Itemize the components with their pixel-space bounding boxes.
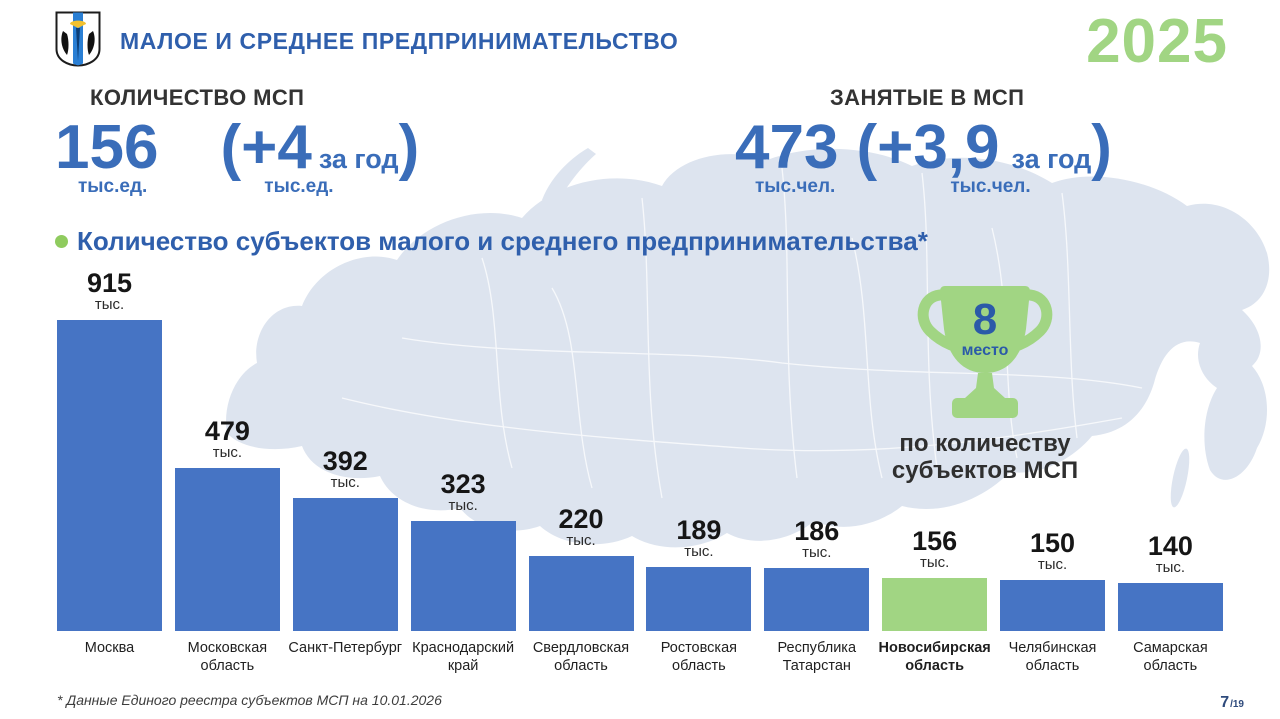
- bar-value-unit: тыс.: [1037, 556, 1068, 574]
- bar-value-label: 915 тыс.: [87, 269, 132, 314]
- page-title: МАЛОЕ И СРЕДНЕЕ ПРЕДПРИНИМАТЕЛЬСТВО: [120, 28, 679, 54]
- bar-value-number: 186: [794, 516, 840, 546]
- bar-value-unit: тыс.: [330, 474, 360, 492]
- stat-value-unit: тыс.ед.: [78, 176, 148, 198]
- bar-value-unit: тыс.: [212, 444, 243, 462]
- open-paren: (: [856, 113, 878, 182]
- bar-category-label: Краснодарский край: [412, 639, 515, 675]
- open-paren: (: [220, 113, 242, 182]
- bar: [528, 555, 634, 631]
- bar-value-label: 140 тыс.: [1148, 532, 1193, 577]
- stat-msp-employed: ЗАНЯТЫЕ В МСП 473 ( +3,9 за год ) тыс.че…: [735, 85, 1215, 198]
- chart-title-text: Количество субъектов малого и среднего п…: [77, 226, 928, 256]
- bar: [292, 497, 398, 631]
- bar-value-label: 392 тыс.: [323, 447, 368, 492]
- bar-column: 392 тыс. Санкт-Петербург: [288, 447, 402, 679]
- bar-column: 140 тыс. Самарская область: [1117, 532, 1223, 679]
- stat-value-unit: тыс.чел.: [755, 176, 836, 198]
- chart-title: Количество субъектов малого и среднего п…: [55, 226, 928, 257]
- bar: [764, 567, 870, 631]
- bar-column: 220 тыс. Свердловская область: [528, 505, 634, 679]
- bar-category-label: Самарская область: [1133, 639, 1208, 675]
- bullet-icon: [55, 235, 68, 248]
- rank-number: 8: [973, 295, 997, 344]
- bar-value-label: 189 тыс.: [676, 516, 721, 561]
- trophy-icon: 8 место: [917, 286, 1053, 418]
- bar-value-number: 220: [558, 504, 604, 534]
- page-number: 7 /19: [1220, 694, 1244, 712]
- bar-value-unit: тыс.: [448, 497, 478, 515]
- bar-value-number: 323: [440, 469, 486, 499]
- bar-value-unit: тыс.: [1155, 559, 1186, 577]
- bar: [1117, 582, 1223, 631]
- bar: [410, 520, 516, 631]
- close-paren: ): [1091, 113, 1112, 182]
- stat-label: ЗАНЯТЫЕ В МСП: [830, 85, 1025, 110]
- stat-delta: +3,9: [877, 113, 1000, 182]
- page-total: /19: [1230, 699, 1244, 710]
- footnote: * Данные Единого реестра субъектов МСП н…: [57, 692, 442, 708]
- bar-value-label: 150 тыс.: [1030, 529, 1075, 574]
- bar-category-label: Новосибирская область: [878, 639, 991, 675]
- bar-highlighted: [882, 577, 988, 631]
- bar-value-label: 220 тыс.: [558, 505, 603, 550]
- bar-column: 323 тыс. Краснодарский край: [410, 470, 516, 679]
- bar-column: 186 тыс. Республика Татарстан: [764, 517, 870, 679]
- bar-value-number: 156: [912, 526, 958, 556]
- close-paren: ): [398, 113, 420, 182]
- bar-value-label: 156 тыс.: [912, 527, 957, 572]
- bar-value-unit: тыс.: [684, 543, 714, 561]
- bar-value-number: 915: [86, 268, 133, 298]
- stat-delta-unit: тыс.ед.: [264, 176, 334, 198]
- stat-delta-caption: за год: [1011, 144, 1092, 174]
- stat-value: 473: [735, 113, 839, 182]
- stat-delta-unit: тыс.чел.: [950, 176, 1031, 198]
- bar-value-number: 479: [204, 416, 250, 446]
- bar: [1000, 579, 1105, 631]
- stat-delta-caption: за год: [318, 144, 399, 174]
- bar-column: 156 тыс. Новосибирская область: [878, 527, 990, 679]
- bar-value-number: 189: [676, 515, 722, 545]
- bar-value-number: 150: [1029, 528, 1076, 558]
- stat-value: 156: [55, 113, 159, 182]
- rank-number-label: место: [962, 342, 1009, 359]
- rank-caption: по количеству субъектов МСП: [891, 430, 1079, 484]
- stat-msp-count: КОЛИЧЕСТВО МСП 156 ( +4 за год ) тыс.ед.…: [55, 85, 495, 198]
- bar-value-unit: тыс.: [919, 554, 950, 572]
- bar-column: 189 тыс. Ростовская область: [646, 516, 752, 679]
- bar: [646, 566, 752, 631]
- year-badge: 2025: [1086, 7, 1228, 76]
- bar-column: 915 тыс. Москва: [57, 269, 162, 679]
- bar-category-label: Москва: [84, 639, 135, 656]
- bar-category-label: Санкт-Петербург: [288, 639, 403, 656]
- bar: [57, 319, 162, 631]
- stat-delta: +4: [241, 113, 312, 182]
- bar-value-label: 323 тыс.: [441, 470, 486, 515]
- bar-category-label: Свердловская область: [532, 639, 630, 675]
- bar-value-label: 186 тыс.: [794, 517, 839, 562]
- bar-category-label: Московская область: [187, 639, 268, 675]
- region-coat-of-arms-logo: [55, 11, 101, 67]
- page-current: 7: [1220, 694, 1230, 711]
- bar-column: 479 тыс. Московская область: [174, 417, 280, 679]
- bar-value-unit: тыс.: [566, 532, 596, 550]
- bar-value-label: 479 тыс.: [205, 417, 250, 462]
- stat-label: КОЛИЧЕСТВО МСП: [90, 85, 305, 110]
- rank-badge: 8 место по количеству субъектов МСП: [875, 281, 1095, 485]
- bar-value-unit: тыс.: [802, 544, 832, 562]
- bar-column: 150 тыс. Челябинская область: [1000, 529, 1105, 679]
- bar-category-label: Челябинская область: [1008, 639, 1097, 675]
- bar-category-label: Ростовская область: [660, 639, 737, 675]
- bar-chart: 915 тыс. Москва 479 тыс. Московская область 39…: [57, 269, 1223, 679]
- bar-category-label: Республика Татарстан: [777, 639, 857, 675]
- bar: [174, 467, 280, 631]
- bar-value-unit: тыс.: [94, 296, 125, 314]
- bar-value-number: 140: [1147, 531, 1193, 561]
- bar-value-number: 392: [322, 446, 368, 476]
